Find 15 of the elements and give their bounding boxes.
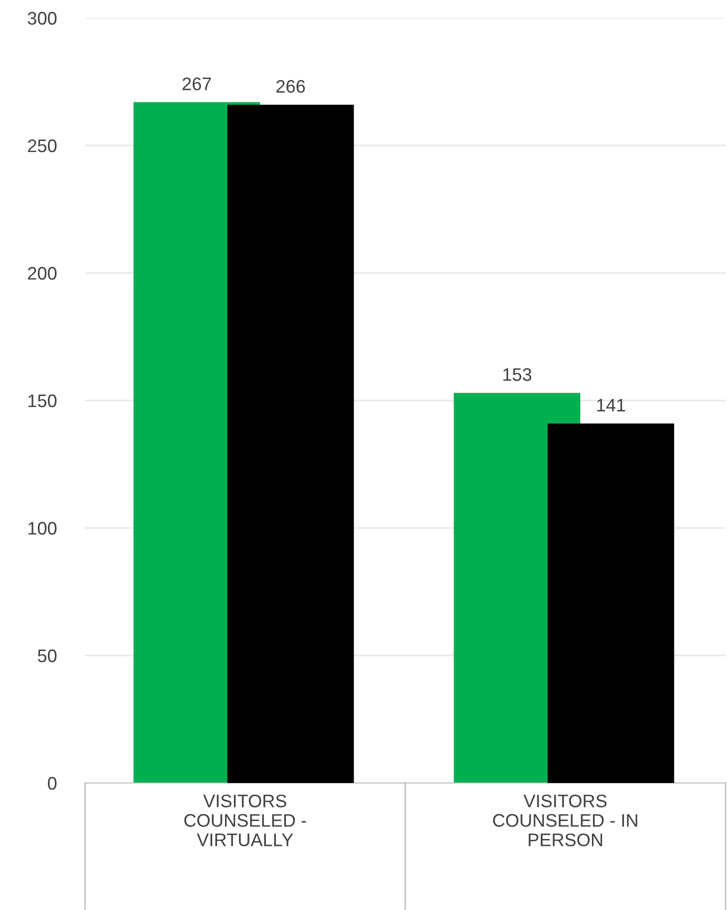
y-tick-label: 300	[28, 12, 57, 25]
y-tick-label: 250	[28, 139, 57, 152]
x-tick-label: VISITORS COUNSELED - IN PERSON	[493, 794, 638, 846]
x-tick-label: VISITORS COUNSELED - VIRTUALLY	[184, 794, 306, 846]
data-label: 141	[597, 398, 626, 412]
data-label: 153	[503, 368, 532, 381]
y-tick-label: 50	[38, 649, 57, 662]
bar	[548, 423, 674, 783]
data-label: 266	[276, 80, 305, 93]
y-tick-label: 200	[28, 266, 57, 280]
data-label: 267	[182, 77, 211, 90]
y-tick-label: 150	[28, 394, 57, 408]
y-tick-label: 0	[48, 776, 57, 790]
bar	[227, 104, 354, 783]
y-tick-label: 100	[28, 522, 57, 535]
